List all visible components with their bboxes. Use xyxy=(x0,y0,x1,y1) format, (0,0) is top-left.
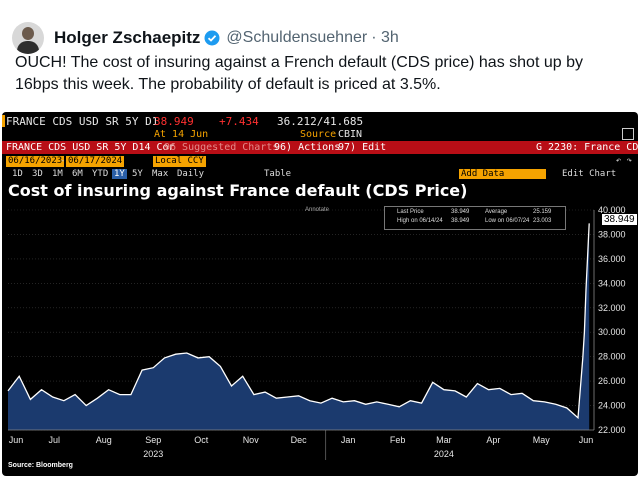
x-tick-label: Aug xyxy=(96,435,112,445)
period-3d[interactable]: 3D xyxy=(32,169,43,179)
y-tick-label: 28.000 xyxy=(598,352,626,362)
period-1d[interactable]: 1D xyxy=(12,169,23,179)
expand-icon[interactable] xyxy=(622,128,634,140)
cds-area-chart: 22.000 24.000 26.000 28.000 30.000 32.000 34.0… xyxy=(7,205,626,460)
x-tick-label: Jun xyxy=(9,435,24,445)
series-area xyxy=(8,223,590,430)
year-label: 2023 xyxy=(143,449,163,459)
y-tick-label: 34.000 xyxy=(598,278,626,288)
x-tick-label: Jul xyxy=(49,435,61,445)
legend-last-label: Last Price xyxy=(397,209,424,215)
source-label: Source xyxy=(300,129,337,140)
y-tick-label: 30.000 xyxy=(598,327,626,337)
x-tick-label: Oct xyxy=(194,435,209,445)
tweet-text: OUCH! The cost of insuring against a Fre… xyxy=(15,54,583,93)
currency-select[interactable]: Local CCY xyxy=(153,156,206,167)
legend-low-label: Low on 06/07/24 xyxy=(485,218,530,224)
avatar[interactable] xyxy=(12,22,44,54)
period-5y[interactable]: 5Y xyxy=(132,169,143,179)
x-tick-label: Mar xyxy=(436,435,452,445)
edit-menu[interactable]: 97) Edit xyxy=(338,142,387,153)
y-tick-label: 26.000 xyxy=(598,376,626,386)
author-handle[interactable]: @Schuldensuehner xyxy=(226,29,368,46)
x-tick-label: Feb xyxy=(390,435,406,445)
legend-average-label: Average xyxy=(485,209,508,215)
y-tick-label: 24.000 xyxy=(598,401,626,411)
chart-legend: Last Price 38.949 Average 25.159 High on… xyxy=(384,206,566,230)
cursor-marker xyxy=(2,115,5,127)
verified-badge-icon xyxy=(204,30,220,46)
price-change: +7.434 xyxy=(219,115,259,128)
security-field[interactable]: FRANCE CDS USD SR 5Y D14 Cor xyxy=(6,142,175,153)
y-tick-label: 22.000 xyxy=(598,425,626,435)
period-selector: 1D 3D 1M 6M YTD 1Y 5Y Max Daily Table Ad… xyxy=(2,169,638,181)
end-date-field[interactable]: 06/17/2024 xyxy=(66,156,125,167)
period-max[interactable]: Max xyxy=(152,169,169,179)
last-price-tag: 38.949 xyxy=(602,214,637,225)
undo-icon[interactable]: ↶ ↷ xyxy=(615,156,632,166)
source-note: Source: Bloomberg xyxy=(8,462,73,469)
start-date-field[interactable]: 06/16/2023 xyxy=(6,156,65,167)
tweet-time[interactable]: · 3h xyxy=(371,29,399,46)
date-range-row: 06/16/2023 - 06/17/2024 Local CCY ↶ ↷ xyxy=(6,156,632,167)
author-name[interactable]: Holger Zschaepitz xyxy=(54,28,201,47)
last-price: 38.949 xyxy=(154,115,194,128)
period-6m[interactable]: 6M xyxy=(72,169,83,179)
tweet-header: Holger Zschaepitz @Schuldensuehner · 3h xyxy=(12,18,399,58)
x-tick-label: Nov xyxy=(243,435,260,445)
frequency-select[interactable]: Daily xyxy=(177,169,205,179)
legend-average-value: 25.159 xyxy=(533,209,552,215)
legend-high-label: High on 06/14/24 xyxy=(397,218,443,224)
price-range: 36.212/41.685 xyxy=(277,115,364,128)
series-line xyxy=(7,223,590,420)
add-data-field[interactable]: Add Data xyxy=(459,169,546,179)
ticker-label: FRANCE CDS USD SR 5Y D1 xyxy=(6,115,159,128)
period-1m[interactable]: 1M xyxy=(52,169,63,179)
y-tick-label: 36.000 xyxy=(598,254,626,264)
legend-low-value: 23.003 xyxy=(533,218,552,224)
x-tick-label: Jun xyxy=(579,435,594,445)
chart-image[interactable]: FRANCE CDS USD SR 5Y D1 38.949 +7.434 36… xyxy=(2,112,638,476)
year-label: 2024 xyxy=(434,449,454,459)
period-1y[interactable]: 1Y xyxy=(112,169,127,179)
annotate-button[interactable]: Annotate xyxy=(305,207,330,213)
chart-title: Cost of insuring against France default … xyxy=(8,181,468,200)
source-value: CBIN xyxy=(338,129,363,140)
y-tick-label: 32.000 xyxy=(598,303,626,313)
x-tick-label: Apr xyxy=(486,435,500,445)
x-tick-label: Jan xyxy=(341,435,356,445)
table-button[interactable]: Table xyxy=(264,169,292,179)
function-bar: FRANCE CDS USD SR 5Y D14 Cor 96 Suggeste… xyxy=(2,141,638,154)
actions-menu[interactable]: 96) Actions xyxy=(274,142,341,153)
x-tick-label: Dec xyxy=(291,435,308,445)
y-tick-label: 40.000 xyxy=(598,205,626,215)
legend-high-value: 38.949 xyxy=(451,218,470,224)
x-tick-label: Sep xyxy=(145,435,161,445)
legend-last-value: 38.949 xyxy=(451,209,470,215)
x-tick-label: May xyxy=(533,435,551,445)
period-ytd[interactable]: YTD xyxy=(92,169,109,179)
edit-chart-button[interactable]: Edit Chart xyxy=(562,169,617,179)
function-label: G 2230: France CDS xyxy=(536,142,638,153)
at-date: At 14 Jun xyxy=(154,129,209,140)
suggested-charts-button[interactable]: 96 Suggested Charts xyxy=(164,142,279,153)
y-tick-label: 38.000 xyxy=(598,229,626,239)
